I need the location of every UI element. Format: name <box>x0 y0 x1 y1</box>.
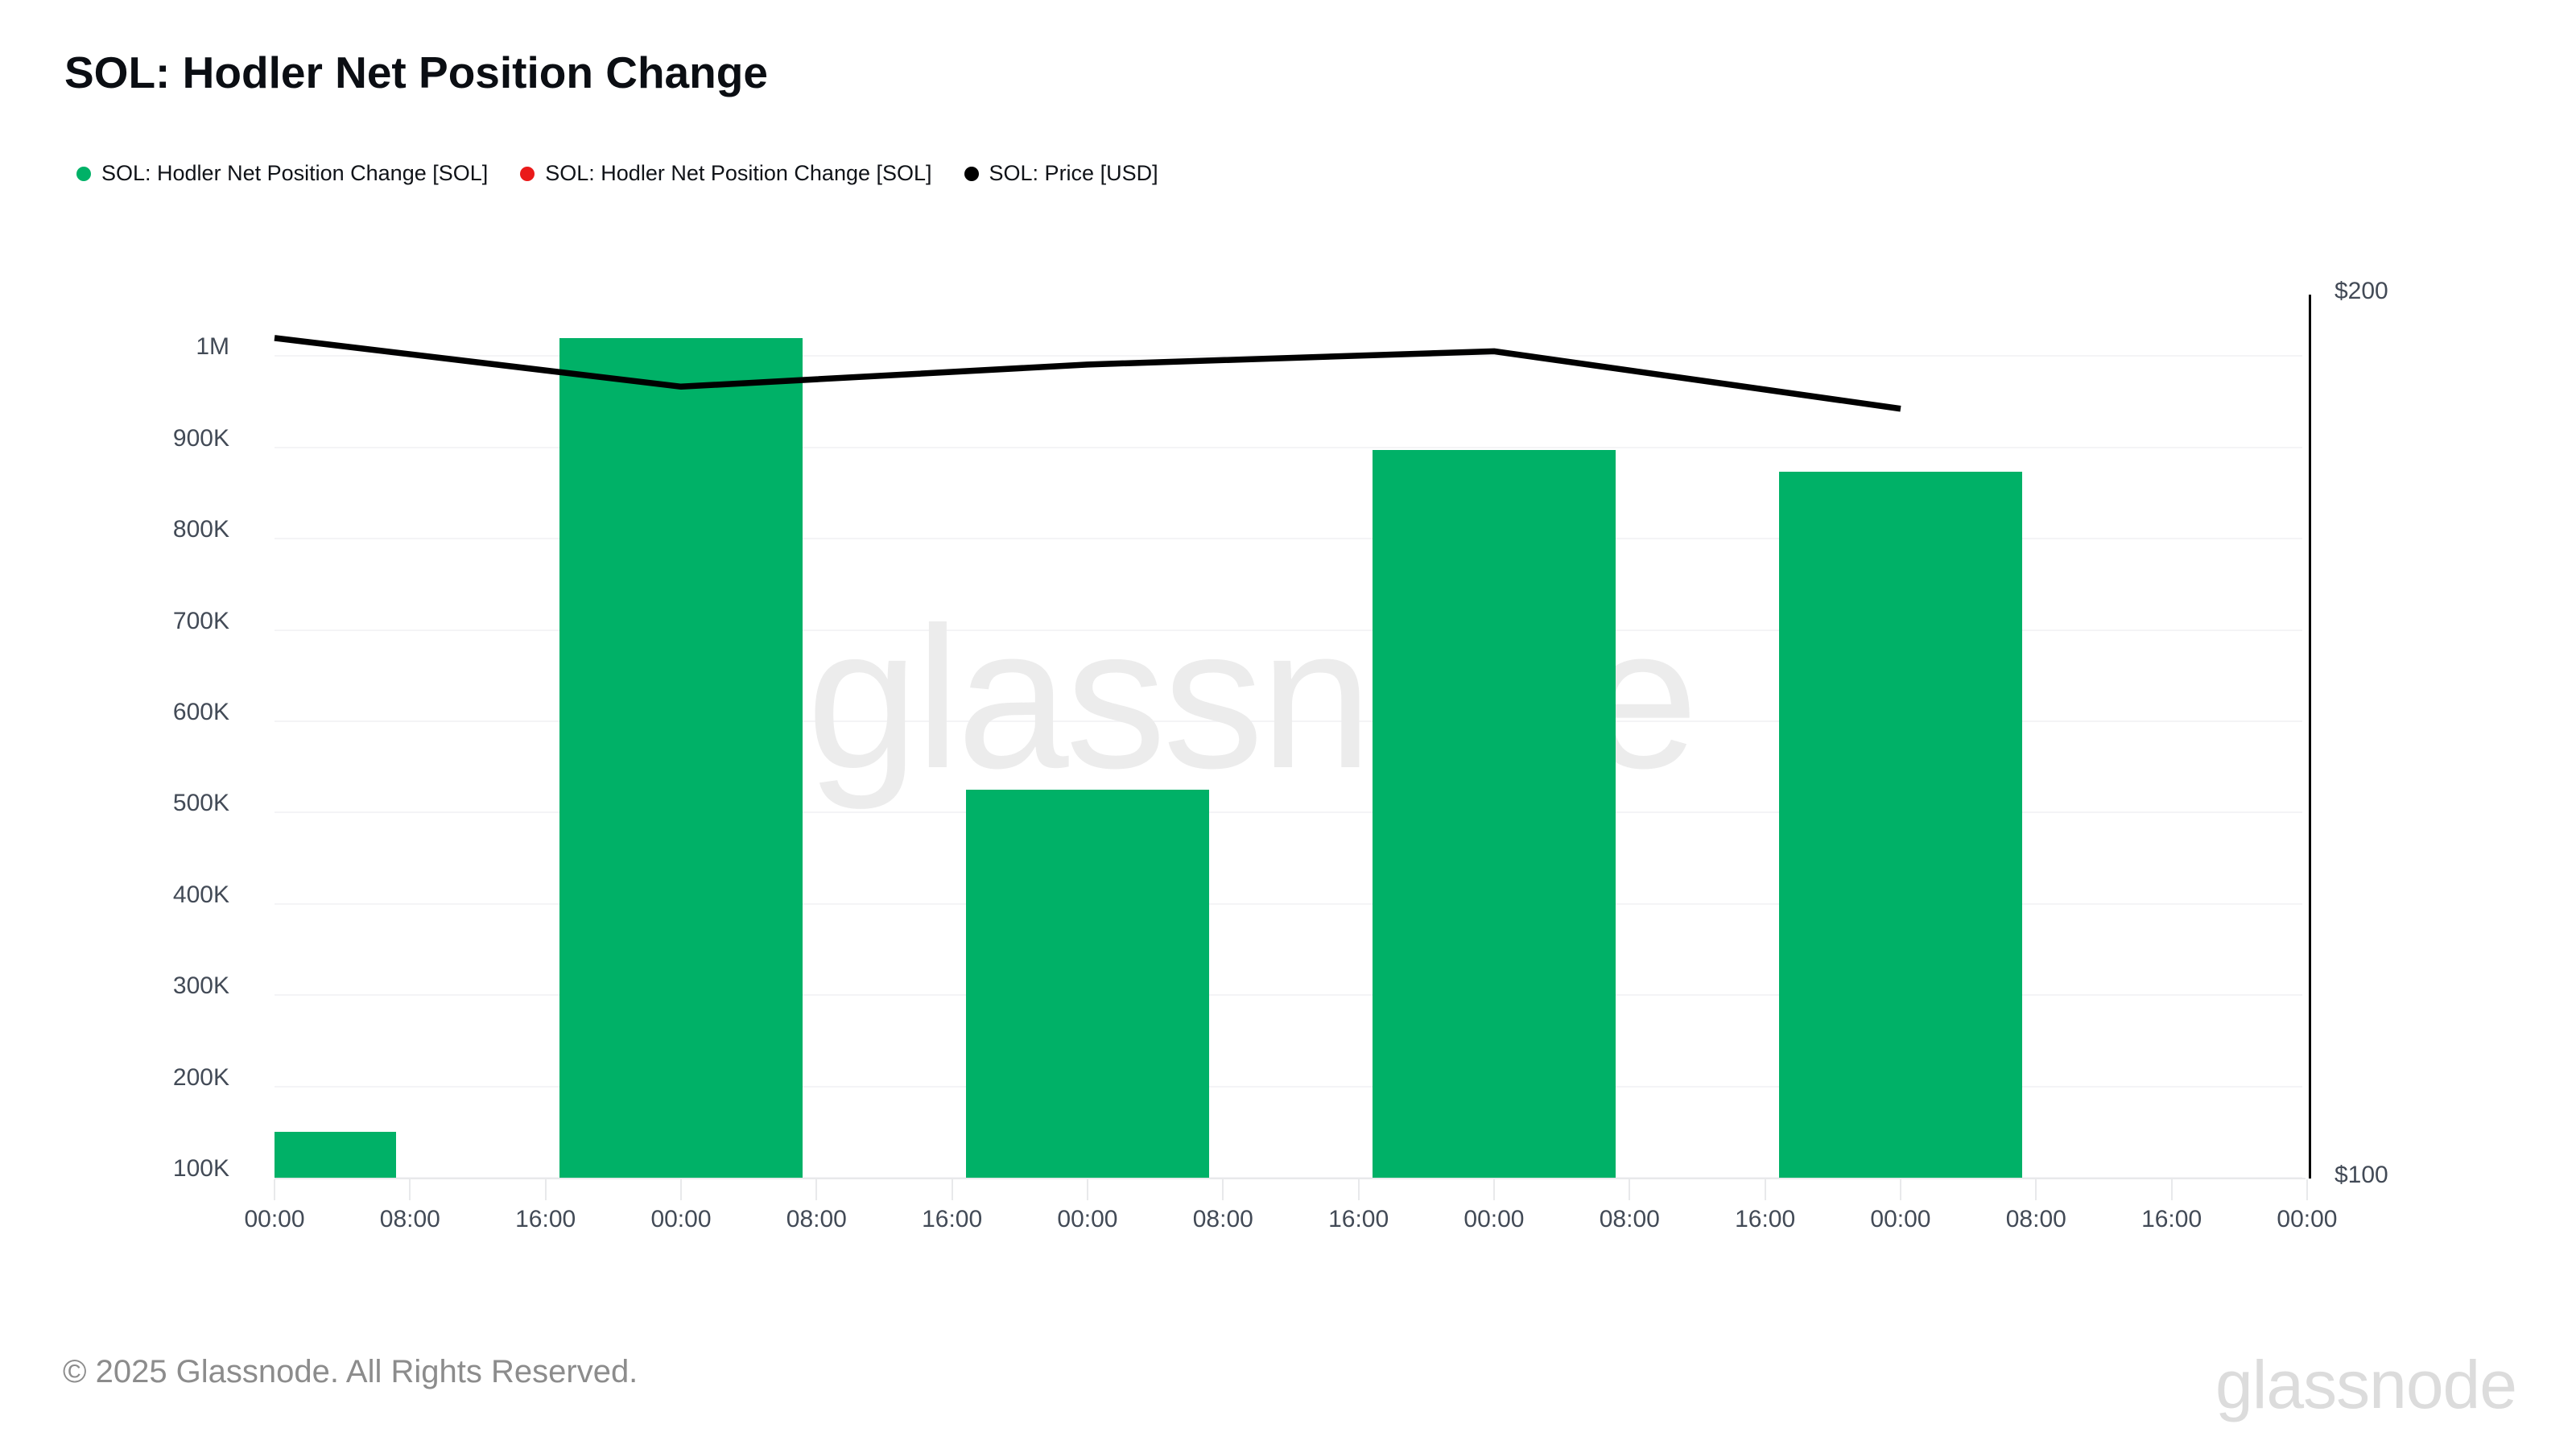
legend: SOL: Hodler Net Position Change [SOL] SOL… <box>76 161 1158 186</box>
gridline <box>275 994 2302 997</box>
y-axis-tick-label: 1M <box>196 333 229 361</box>
glassnode-logo: glassnode <box>2215 1347 2517 1422</box>
x-axis-tick <box>1492 1179 1495 1200</box>
legend-item[interactable]: SOL: Hodler Net Position Change [SOL] <box>76 161 488 186</box>
price-axis-tick-label: $100 <box>2334 1162 2388 1188</box>
legend-dot-icon <box>76 166 91 181</box>
legend-item[interactable]: SOL: Hodler Net Position Change [SOL] <box>520 161 932 186</box>
legend-item-label: SOL: Hodler Net Position Change [SOL] <box>545 161 932 185</box>
y-axis-tick-label: 900K <box>172 424 229 452</box>
bar-hodler-net-position-change <box>275 1132 396 1178</box>
legend-dot-icon <box>520 166 535 181</box>
y-axis-tick-label: 300K <box>172 972 229 1000</box>
x-axis-tick-label: 16:00 <box>1735 1206 1796 1232</box>
y-axis-tick-label: 500K <box>172 790 229 817</box>
x-axis-tick <box>1086 1179 1088 1200</box>
x-axis-tick <box>1222 1179 1224 1200</box>
x-axis-tick-label: 16:00 <box>1328 1206 1389 1232</box>
price-axis-tick-label: $200 <box>2334 278 2388 304</box>
y-axis-tick-label: 200K <box>172 1063 229 1091</box>
gridline <box>275 720 2302 722</box>
gridline <box>275 629 2302 631</box>
gridline <box>275 902 2302 905</box>
legend-dot-icon <box>964 166 979 181</box>
y-axis-tick-label: 400K <box>172 881 229 908</box>
bar-hodler-net-position-change <box>1373 450 1616 1178</box>
x-axis-tick <box>2170 1179 2173 1200</box>
page-title: SOL: Hodler Net Position Change <box>64 47 768 97</box>
y-axis-tick-label: 600K <box>172 699 229 725</box>
y-axis-tick-label: 100K <box>172 1155 229 1182</box>
y-axis-tick-label: 800K <box>172 516 229 543</box>
x-axis-tick-label: 08:00 <box>379 1206 440 1232</box>
x-axis-tick <box>544 1179 547 1200</box>
x-axis-tick <box>1899 1179 1901 1200</box>
x-axis-tick <box>951 1179 953 1200</box>
x-axis-tick-label: 08:00 <box>1599 1206 1660 1232</box>
x-axis-tick <box>2306 1179 2308 1200</box>
x-axis-tick-label: 00:00 <box>1463 1206 1525 1232</box>
x-axis-tick <box>815 1179 818 1200</box>
x-axis-tick-label: 00:00 <box>650 1206 712 1232</box>
x-axis-tick <box>274 1179 275 1200</box>
legend-item-label: SOL: Hodler Net Position Change [SOL] <box>101 161 489 185</box>
x-axis-tick <box>1764 1179 1766 1200</box>
x-axis-tick <box>409 1179 411 1200</box>
bar-hodler-net-position-change <box>559 337 803 1178</box>
gridline <box>275 811 2302 814</box>
gridline <box>275 538 2302 540</box>
x-axis-tick-label: 16:00 <box>922 1206 983 1232</box>
x-axis-tick-label: 00:00 <box>244 1206 305 1232</box>
x-axis-tick-label: 16:00 <box>2141 1206 2202 1232</box>
x-axis-line <box>275 1178 2306 1179</box>
x-axis-tick-label: 00:00 <box>1870 1206 1931 1232</box>
x-axis-tick <box>2035 1179 2037 1200</box>
x-axis-tick-label: 08:00 <box>2005 1206 2066 1232</box>
x-axis-tick-label: 08:00 <box>786 1206 847 1232</box>
x-axis-tick <box>1629 1179 1631 1200</box>
x-axis-tick-label: 00:00 <box>2277 1206 2338 1232</box>
x-axis-tick <box>1357 1179 1360 1200</box>
x-axis-tick-label: 08:00 <box>1192 1206 1253 1232</box>
legend-item[interactable]: SOL: Price [USD] <box>964 161 1158 186</box>
gridline <box>275 1085 2302 1088</box>
bar-hodler-net-position-change <box>966 790 1209 1178</box>
legend-item-label: SOL: Price [USD] <box>989 161 1158 185</box>
bar-hodler-net-position-change <box>1779 472 2022 1178</box>
gridline <box>275 446 2302 448</box>
footer-copyright: © 2025 Glassnode. All Rights Reserved. <box>63 1354 638 1389</box>
x-axis-tick-label: 00:00 <box>1057 1206 1118 1232</box>
price-axis-line <box>2309 295 2311 1179</box>
x-axis-tick <box>679 1179 682 1200</box>
y-axis-tick-label: 700K <box>172 607 229 634</box>
x-axis-tick-label: 16:00 <box>515 1206 576 1232</box>
